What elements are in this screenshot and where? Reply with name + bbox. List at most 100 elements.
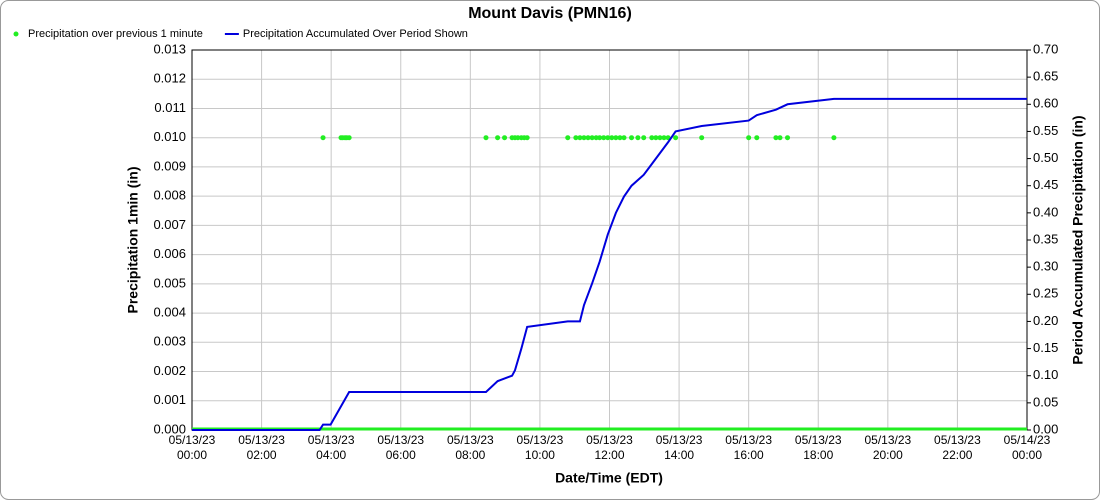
x-axis-label: Date/Time (EDT) xyxy=(555,470,663,486)
data-point xyxy=(581,135,587,141)
x-tick-label-line: 08:00 xyxy=(455,448,485,462)
y2-tick-label: 0.20 xyxy=(1033,313,1058,328)
data-point xyxy=(483,135,489,141)
y-tick-label: 0.010 xyxy=(153,129,186,144)
y2-tick-label: 0.25 xyxy=(1033,286,1058,301)
data-point xyxy=(597,135,603,141)
x-tick-label: 05/13/23 12:00 xyxy=(586,433,633,462)
data-point xyxy=(649,135,655,141)
data-point xyxy=(777,135,783,141)
y-tick-label: 0.007 xyxy=(153,217,186,232)
y-tick-label: 0.001 xyxy=(153,392,186,407)
y2-tick-label: 0.35 xyxy=(1033,231,1058,246)
data-point xyxy=(346,135,352,141)
y2-tick-label: 0.70 xyxy=(1033,41,1058,56)
y2-tick-label: 0.60 xyxy=(1033,96,1058,111)
x-tick-label-line: 10:00 xyxy=(525,448,555,462)
y2-tick-label: 0.15 xyxy=(1033,340,1058,355)
x-tick-label-line: 20:00 xyxy=(873,448,903,462)
x-tick-label: 05/13/23 00:00 xyxy=(169,433,216,462)
data-point xyxy=(661,135,667,141)
x-tick-label-line: 05/13/23 xyxy=(308,433,355,447)
data-point xyxy=(577,135,583,141)
y-tick-label: 0.006 xyxy=(153,246,186,261)
legend-label: Precipitation Accumulated Over Period Sh… xyxy=(243,28,468,40)
data-point xyxy=(785,135,791,141)
x-tick-label-line: 16:00 xyxy=(734,448,764,462)
x-tick-label: 05/13/23 10:00 xyxy=(517,433,564,462)
data-point xyxy=(515,135,521,141)
x-tick-label: 05/13/23 14:00 xyxy=(656,433,703,462)
data-point xyxy=(605,135,611,141)
x-tick-label-line: 05/13/23 xyxy=(377,433,424,447)
data-point xyxy=(502,135,508,141)
x-tick-label-line: 05/13/23 xyxy=(725,433,772,447)
y-tick-label: 0.012 xyxy=(153,71,186,86)
y2-tick-label: 0.05 xyxy=(1033,394,1058,409)
data-point xyxy=(773,135,779,141)
x-tick-label-line: 22:00 xyxy=(942,448,972,462)
x-tick-label-line: 18:00 xyxy=(803,448,833,462)
data-point xyxy=(601,135,607,141)
data-point xyxy=(613,135,619,141)
legend-swatch xyxy=(13,31,19,37)
x-tick-label-line: 12:00 xyxy=(594,448,624,462)
y-tick-label: 0.011 xyxy=(154,100,186,115)
x-tick-label-line: 00:00 xyxy=(177,448,207,462)
data-point xyxy=(699,135,705,141)
x-tick-label-line: 05/13/23 xyxy=(517,433,564,447)
x-tick-label-line: 05/13/23 xyxy=(447,433,494,447)
data-point xyxy=(653,135,659,141)
y2-tick-label: 0.00 xyxy=(1033,421,1058,436)
data-point xyxy=(609,135,615,141)
y2-tick-label: 0.45 xyxy=(1033,177,1058,192)
data-point xyxy=(635,135,641,141)
data-line xyxy=(192,97,1027,431)
y-tick-label: 0.002 xyxy=(153,363,186,378)
data-point xyxy=(621,135,627,141)
data-point xyxy=(589,135,595,141)
data-point xyxy=(657,135,663,141)
data-point xyxy=(746,135,752,141)
data-point xyxy=(754,135,760,141)
x-tick-label-line: 05/13/23 xyxy=(864,433,911,447)
data-point xyxy=(831,135,837,141)
x-tick-label-line: 14:00 xyxy=(664,448,694,462)
y2-tick-label: 0.30 xyxy=(1033,259,1058,274)
y-tick-label: 0.009 xyxy=(153,158,186,173)
data-point xyxy=(585,135,591,141)
x-tick-label-line: 00:00 xyxy=(1012,448,1042,462)
x-tick-label: 05/13/23 18:00 xyxy=(795,433,842,462)
x-tick-label-line: 05/13/23 xyxy=(169,433,216,447)
x-tick-label: 05/14/23 00:00 xyxy=(1004,433,1051,462)
data-point xyxy=(320,135,326,141)
x-tick-label-line: 05/13/23 xyxy=(934,433,981,447)
data-point xyxy=(641,135,647,141)
chart-title: Mount Davis (PMN16) xyxy=(468,5,632,22)
data-point xyxy=(565,135,571,141)
x-tick-label-line: 04:00 xyxy=(316,448,346,462)
y2-tick-label: 0.40 xyxy=(1033,204,1058,219)
data-point xyxy=(524,135,530,141)
y2-axis-label: Period Accumulated Precipitation (in) xyxy=(1070,115,1086,364)
y-tick-label: 0.013 xyxy=(153,41,186,56)
x-tick-label-line: 02:00 xyxy=(247,448,277,462)
y-axis-label: Precipitation 1min (in) xyxy=(125,166,141,313)
x-tick-label: 05/13/23 20:00 xyxy=(864,433,911,462)
x-tick-label-line: 05/14/23 xyxy=(1004,433,1051,447)
x-tick-label: 05/13/23 02:00 xyxy=(238,433,285,462)
y2-tick-label: 0.50 xyxy=(1033,150,1058,165)
y2-tick-label: 0.10 xyxy=(1033,367,1058,382)
y-tick-label: 0.003 xyxy=(153,334,186,349)
x-tick-label-line: 05/13/23 xyxy=(656,433,703,447)
x-tick-label-line: 06:00 xyxy=(386,448,416,462)
data-point xyxy=(573,135,579,141)
x-tick-label-line: 05/13/23 xyxy=(586,433,633,447)
y-tick-label: 0.004 xyxy=(153,305,186,320)
x-tick-label: 05/13/23 08:00 xyxy=(447,433,494,462)
x-tick-label: 05/13/23 22:00 xyxy=(934,433,981,462)
y2-tick-label: 0.65 xyxy=(1033,69,1058,84)
x-tick-label-line: 05/13/23 xyxy=(795,433,842,447)
x-tick-label: 05/13/23 16:00 xyxy=(725,433,772,462)
data-point xyxy=(593,135,599,141)
